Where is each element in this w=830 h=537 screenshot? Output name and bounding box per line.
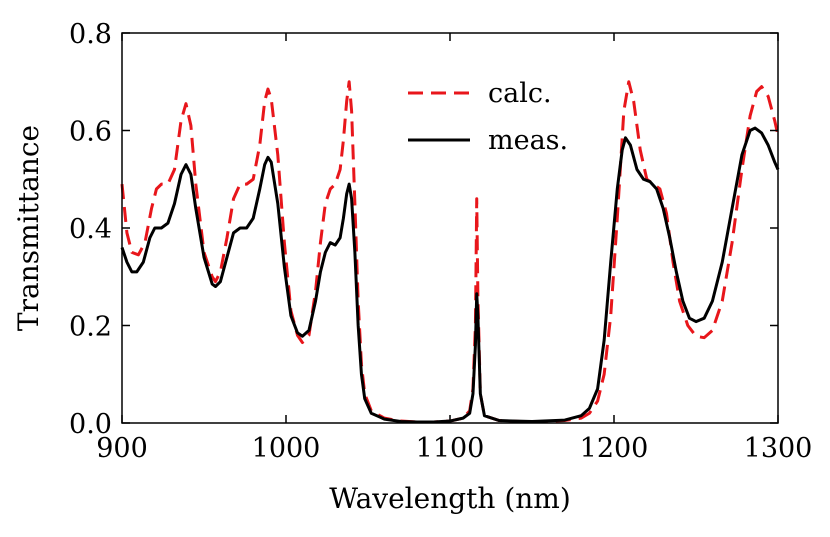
- series-line-calc: [120, 80, 780, 424]
- y-tick-labels: 0.0 0.2 0.4 0.6 0.8: [69, 19, 112, 440]
- legend-label-meas: meas.: [488, 125, 568, 156]
- legend-label-calc: calc.: [488, 78, 552, 109]
- x-tick-label: 1200: [580, 433, 649, 464]
- x-tick-label: 1300: [744, 433, 813, 464]
- series-layer: [120, 80, 780, 424]
- legend: calc. meas.: [408, 78, 568, 156]
- y-tick-label: 0.8: [69, 19, 112, 50]
- x-tick-label: 900: [96, 433, 148, 464]
- x-axis-label: Wavelength (nm): [329, 482, 571, 515]
- y-axis-label: Transmittance: [12, 125, 45, 331]
- y-tick-label: 0.4: [69, 214, 112, 245]
- x-tick-label: 1000: [252, 433, 321, 464]
- x-tick-labels: 900 1000 1100 1200 1300: [96, 433, 812, 464]
- x-tick-label: 1100: [416, 433, 485, 464]
- y-tick-label: 0.6: [69, 117, 112, 148]
- tick-marks: [121, 32, 779, 424]
- plot-frame: [121, 32, 779, 424]
- y-tick-label: 0.2: [69, 312, 112, 343]
- series-line-meas: [120, 126, 780, 424]
- y-tick-label: 0.0: [69, 409, 112, 440]
